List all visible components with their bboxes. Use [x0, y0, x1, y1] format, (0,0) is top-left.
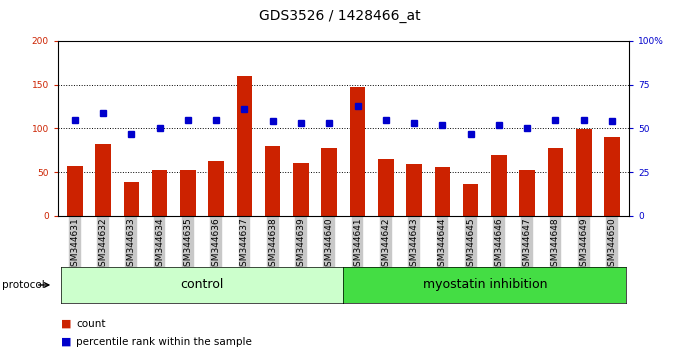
- Text: control: control: [180, 279, 224, 291]
- Bar: [95, 144, 111, 216]
- Text: protocol: protocol: [2, 280, 45, 290]
- Bar: [491, 155, 507, 216]
- Bar: [124, 182, 139, 216]
- Text: ■: ■: [61, 319, 71, 329]
- Text: count: count: [76, 319, 105, 329]
- Bar: [378, 159, 394, 216]
- Bar: [67, 166, 82, 216]
- Bar: [407, 164, 422, 216]
- Bar: [322, 148, 337, 216]
- Bar: [265, 146, 280, 216]
- Text: percentile rank within the sample: percentile rank within the sample: [76, 337, 252, 347]
- Text: myostatin inhibition: myostatin inhibition: [422, 279, 547, 291]
- Bar: [520, 170, 535, 216]
- Text: ■: ■: [61, 337, 71, 347]
- Bar: [547, 148, 563, 216]
- Bar: [350, 87, 365, 216]
- Bar: [605, 137, 619, 216]
- Bar: [180, 170, 196, 216]
- Bar: [435, 167, 450, 216]
- Bar: [152, 170, 167, 216]
- Text: GDS3526 / 1428466_at: GDS3526 / 1428466_at: [259, 9, 421, 23]
- Bar: [463, 183, 479, 216]
- Bar: [237, 76, 252, 216]
- Bar: [576, 129, 592, 216]
- Bar: [293, 163, 309, 216]
- Bar: [208, 161, 224, 216]
